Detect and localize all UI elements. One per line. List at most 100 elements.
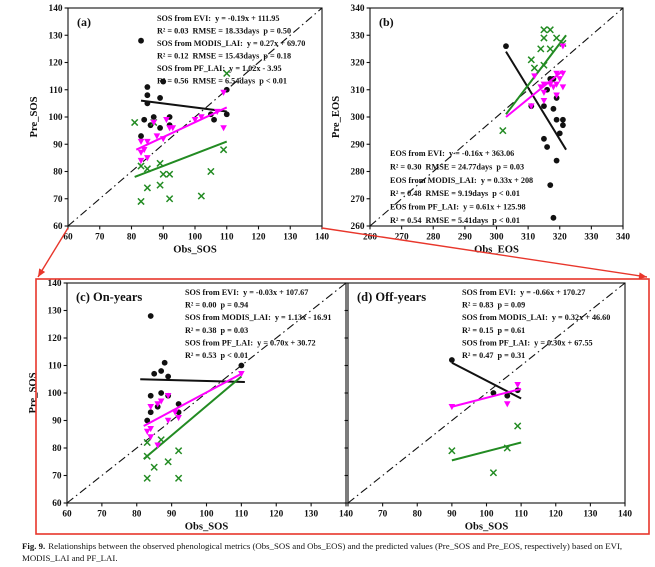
svg-text:280: 280 xyxy=(351,168,365,178)
svg-text:80: 80 xyxy=(132,510,142,520)
svg-text:120: 120 xyxy=(48,334,62,344)
identity-line-b xyxy=(369,7,624,227)
svg-text:140: 140 xyxy=(48,279,62,289)
svg-text:90: 90 xyxy=(159,233,169,243)
series-sos-from-pf-lai-c xyxy=(143,371,245,449)
x-axis-title-d: Obs_SOS xyxy=(465,522,509,533)
svg-text:90: 90 xyxy=(52,417,62,427)
y-axis-c: 60 70 80 90 100 110 120 130 140 Pre_SOS xyxy=(28,279,67,509)
y-axis-a: 60 70 80 90 100 110 120 130 140 Pre_SOS xyxy=(29,4,68,232)
stats-sos-from-pf-lai: R² = 0.53 p < 0.01 xyxy=(185,351,248,360)
annotations-d: SOS from EVI: y = -0.66x + 170.27 R² = 0.… xyxy=(462,288,610,360)
svg-text:140: 140 xyxy=(315,233,329,243)
annotations-a: SOS from EVI: y = -0.19x + 111.95 R² = 0.… xyxy=(157,14,305,86)
svg-text:120: 120 xyxy=(49,59,63,69)
svg-text:110: 110 xyxy=(220,233,234,243)
equation-sos-from-pf-lai: SOS from PF_LAI: y = 1.02x - 3.95 xyxy=(157,64,282,73)
stats-eos-from-evi: R² = 0.30 RMSE = 24.77days p = 0.03 xyxy=(390,162,524,171)
panel-d: 70 80 90 100 110 120 130 140 Obs_SOS SOS from EVI… xyxy=(344,282,632,533)
svg-text:330: 330 xyxy=(584,233,598,243)
zoom-highlight-box xyxy=(35,278,650,535)
zoom-connector-arrowhead-2 xyxy=(638,272,647,280)
svg-text:70: 70 xyxy=(52,472,62,482)
svg-text:120: 120 xyxy=(269,510,283,520)
svg-text:290: 290 xyxy=(351,140,365,150)
svg-text:70: 70 xyxy=(95,233,105,243)
equation-sos-from-modis-lai: SOS from MODIS_LAI: y = 0.27x + 69.70 xyxy=(157,39,305,48)
svg-text:130: 130 xyxy=(583,510,597,520)
caption-label: Fig. 9. xyxy=(22,541,46,551)
svg-text:100: 100 xyxy=(48,389,62,399)
svg-text:90: 90 xyxy=(447,510,457,520)
fit-line-sos-from-modis-lai xyxy=(143,375,243,460)
fit-line-sos-from-evi xyxy=(140,99,227,113)
series-sos-from-pf-lai-d xyxy=(448,382,522,411)
svg-text:340: 340 xyxy=(616,233,630,243)
series-sos-from-modis-lai-d xyxy=(448,422,522,477)
stats-sos-from-modis-lai: R² = 0.38 p = 0.03 xyxy=(185,326,248,335)
svg-text:290: 290 xyxy=(458,233,472,243)
svg-text:60: 60 xyxy=(62,510,72,520)
svg-text:340: 340 xyxy=(351,4,365,14)
fit-line-sos-from-pf-lai xyxy=(143,372,242,427)
svg-text:60: 60 xyxy=(63,233,73,243)
svg-text:130: 130 xyxy=(49,31,63,41)
svg-text:270: 270 xyxy=(351,195,365,205)
svg-text:100: 100 xyxy=(200,510,214,520)
panel-a: 60 70 80 90 100 110 120 130 140 Obs_SOS 60 70 80 90 10… xyxy=(29,4,329,255)
figure-caption: Fig. 9. Relationships between the observe… xyxy=(22,541,636,564)
annotations-c: SOS from EVI: y = -0.03x + 107.67 R² = 0.… xyxy=(185,288,331,360)
svg-text:300: 300 xyxy=(351,113,365,123)
zoom-connector-arrowhead-1 xyxy=(38,268,46,277)
stats-sos-from-evi: R² = 0.83 p = 0.09 xyxy=(462,301,525,310)
stats-sos-from-modis-lai: R² = 0.12 RMSE = 15.43days p = 0.18 xyxy=(157,52,291,61)
zoom-connector-line-1 xyxy=(37,227,69,278)
equation-sos-from-modis-lai: SOS from MODIS_LAI: y = 1.13x - 16.91 xyxy=(185,313,331,322)
svg-text:80: 80 xyxy=(52,444,62,454)
svg-text:140: 140 xyxy=(339,510,353,520)
svg-text:280: 280 xyxy=(426,233,440,243)
svg-text:320: 320 xyxy=(351,59,365,69)
panel-label-b: (b) xyxy=(379,15,394,29)
fit-line-sos-from-pf-lai xyxy=(135,106,228,151)
svg-text:130: 130 xyxy=(48,307,62,317)
svg-text:110: 110 xyxy=(235,510,249,520)
svg-text:90: 90 xyxy=(53,140,63,150)
svg-text:140: 140 xyxy=(618,510,632,520)
svg-text:310: 310 xyxy=(521,233,535,243)
x-axis-title-b: Obs_EOS xyxy=(474,245,519,256)
equation-sos-from-pf-lai: SOS from PF_LAI: y = 0.30x + 67.55 xyxy=(462,338,593,347)
svg-text:100: 100 xyxy=(49,113,63,123)
series-sos-from-evi-a xyxy=(138,37,230,139)
svg-text:120: 120 xyxy=(549,510,563,520)
svg-text:80: 80 xyxy=(413,510,423,520)
fit-line-eos-from-pf-lai xyxy=(505,69,564,118)
svg-text:270: 270 xyxy=(395,233,409,243)
svg-text:90: 90 xyxy=(167,510,177,520)
svg-text:120: 120 xyxy=(252,233,266,243)
x-axis-d: 70 80 90 100 110 120 130 140 Obs_SOS xyxy=(347,503,632,533)
y-axis-b: 260 270 280 290 300 310 320 330 340 Pre_EOS xyxy=(331,4,370,232)
x-axis-title-c: Obs_SOS xyxy=(185,522,229,533)
svg-text:60: 60 xyxy=(52,499,62,509)
svg-text:130: 130 xyxy=(283,233,297,243)
svg-text:330: 330 xyxy=(351,31,365,41)
svg-text:300: 300 xyxy=(490,233,504,243)
stats-sos-from-evi: R² = 0.03 RMSE = 18.33days p = 0.50 xyxy=(157,27,291,36)
svg-text:70: 70 xyxy=(97,510,107,520)
y-axis-title-b: Pre_EOS xyxy=(331,96,342,138)
stats-eos-from-pf-lai: R² = 0.54 RMSE = 5.41days p < 0.01 xyxy=(390,216,520,225)
fit-line-eos-from-evi xyxy=(505,51,567,151)
x-axis-c: 60 70 80 90 100 110 120 130 140 Obs_SOS xyxy=(62,503,353,533)
series-sos-from-modis-lai-c xyxy=(143,375,243,482)
svg-text:60: 60 xyxy=(53,222,63,232)
equation-sos-from-modis-lai: SOS from MODIS_LAI: y = 0.32x + 46.60 xyxy=(462,313,610,322)
fit-line-sos-from-pf-lai xyxy=(451,387,522,408)
svg-text:70: 70 xyxy=(378,510,388,520)
svg-text:70: 70 xyxy=(53,195,63,205)
equation-eos-from-evi: EOS from EVI: y = -0.16x + 363.06 xyxy=(390,149,514,158)
svg-text:260: 260 xyxy=(363,233,377,243)
identity-line-a xyxy=(67,7,323,227)
stats-sos-from-evi: R² = 0.00 p = 0.94 xyxy=(185,301,248,310)
